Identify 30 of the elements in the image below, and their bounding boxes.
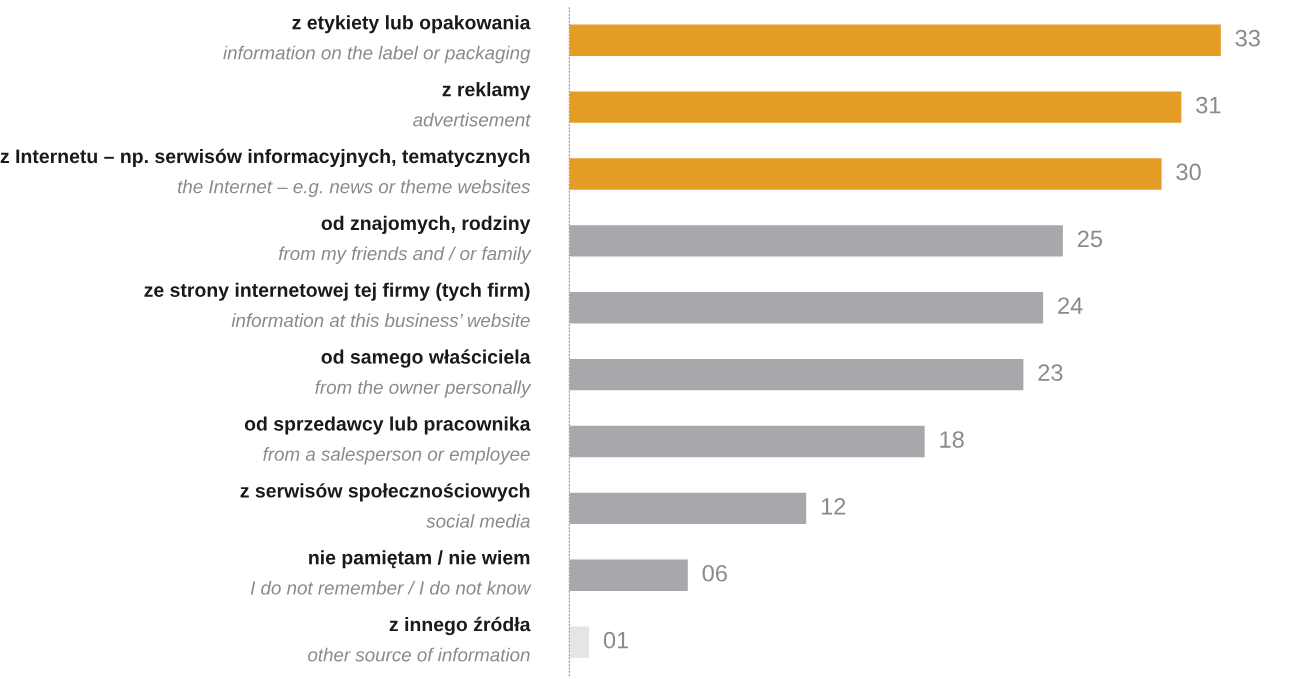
y-tick-label: z innego źródła other source of information [308, 616, 531, 662]
data-label: 33 [1235, 29, 1260, 47]
data-label: 23 [1038, 364, 1063, 381]
data-label: 12 [821, 498, 846, 515]
bar [569, 91, 1182, 123]
bar [569, 24, 1221, 56]
data-label: 24 [1058, 297, 1083, 314]
data-label: 18 [940, 431, 964, 448]
y-tick-label: z reklamy advertisement [413, 82, 532, 127]
y-tick-label: nie pamiętam / nie wiem I do not remember / I do not know [250, 550, 532, 595]
y-tick-label: z serwisów społecznościowych social media [240, 483, 530, 528]
y-tick-label: z Internetu – np. serwisów informacyjnych, tematycznych the Internet – e.g. news or theme websites [0, 148, 531, 198]
bar [569, 292, 1044, 324]
data-label: 06 [702, 564, 727, 582]
bar [569, 559, 688, 591]
y-tick-label: z etykiety lub opakowania information on the label or packaging [223, 15, 531, 64]
bar [569, 158, 1162, 190]
bar [569, 626, 590, 658]
y-tick-label: od znajomych, rodziny from my friends and / or family [278, 215, 532, 264]
data-label: 25 [1077, 230, 1103, 248]
data-label: 31 [1196, 96, 1221, 114]
y-tick-label: ze strony internetowej tej firmy (tych firm) information at this business’ website [144, 282, 530, 328]
y-tick-label: od samego właściciela from the owner personally [315, 349, 532, 398]
bar [569, 358, 1024, 391]
data-label: 30 [1176, 163, 1201, 181]
y-tick-label: od sprzedawcy lub pracownika from a salesperson or employee [244, 416, 531, 465]
bar [569, 225, 1063, 257]
bar [569, 492, 807, 525]
data-label: 01 [603, 631, 629, 649]
bar [569, 425, 925, 458]
